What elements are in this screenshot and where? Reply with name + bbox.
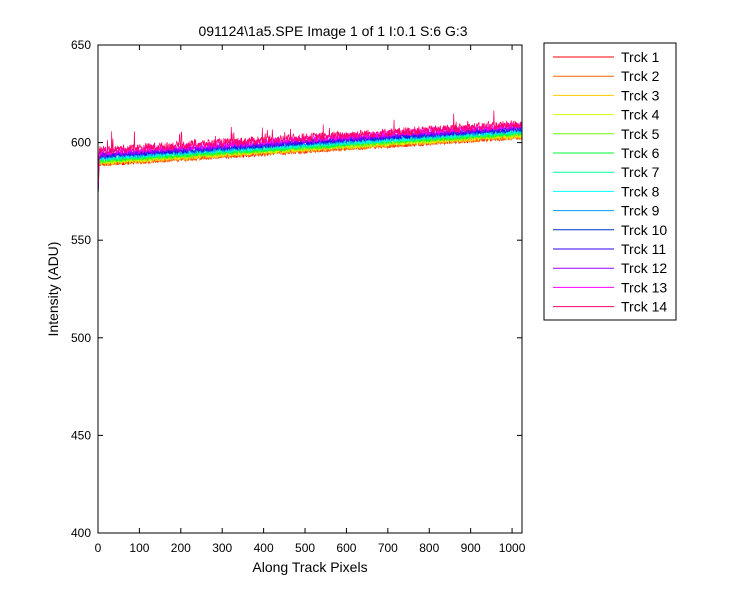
legend-label: Trck 8: [621, 183, 660, 199]
x-tick-label: 900: [461, 541, 481, 555]
y-tick-label: 400: [71, 526, 91, 540]
legend-label: Trck 10: [621, 222, 667, 238]
y-tick-label: 450: [71, 428, 91, 442]
x-tick-label: 300: [212, 541, 232, 555]
legend-label: Trck 5: [621, 126, 660, 142]
legend-label: Trck 7: [621, 164, 660, 180]
legend-box: [543, 42, 677, 321]
x-tick-label: 600: [336, 541, 356, 555]
legend-label: Trck 2: [621, 68, 660, 84]
x-tick-label: 800: [419, 541, 439, 555]
x-axis-label: Along Track Pixels: [252, 559, 367, 575]
legend-label: Trck 11: [621, 241, 666, 257]
legend-label: Trck 6: [621, 145, 660, 161]
y-tick-label: 500: [71, 331, 91, 345]
y-tick-label: 600: [71, 136, 91, 150]
legend-label: Trck 1: [621, 49, 660, 65]
x-tick-label: 500: [295, 541, 315, 555]
plot-frame: [97, 44, 523, 534]
x-tick-label: 700: [378, 541, 398, 555]
chart-title: 091124\1a5.SPE Image 1 of 1 I:0.1 S:6 G:…: [198, 23, 467, 39]
y-tick-label: 550: [71, 233, 91, 247]
y-axis-label: Intensity (ADU): [45, 242, 61, 337]
series-line-trck-14: [98, 110, 522, 198]
legend-label: Trck 3: [621, 87, 660, 103]
x-tick-label: 1000: [499, 541, 526, 555]
plot-area: [97, 44, 523, 534]
legend-label: Trck 14: [621, 299, 667, 315]
legend-label: Trck 12: [621, 260, 667, 276]
legend-items: Trck 1 Trck 2 Trck 3 Trck 4 Trck 5 Trck 6 Trck…: [553, 49, 667, 315]
legend: Trck 1 Trck 2 Trck 3 Trck 4 Trck 5 Trck 6 Trck…: [543, 42, 677, 321]
y-tick-label: 650: [71, 38, 91, 52]
legend-label: Trck 13: [621, 279, 667, 295]
x-axis: 0 100 200 300 400 500 600 700 800 900 1000: [95, 45, 526, 555]
legend-label: Trck 9: [621, 203, 660, 219]
legend-label: Trck 4: [621, 107, 660, 123]
x-tick-label: 400: [254, 541, 274, 555]
series-layer: [98, 110, 522, 198]
x-tick-label: 200: [171, 541, 191, 555]
x-tick-label: 0: [95, 541, 102, 555]
y-axis: 400 450 500 550 600 650: [71, 38, 522, 540]
x-tick-label: 100: [129, 541, 149, 555]
